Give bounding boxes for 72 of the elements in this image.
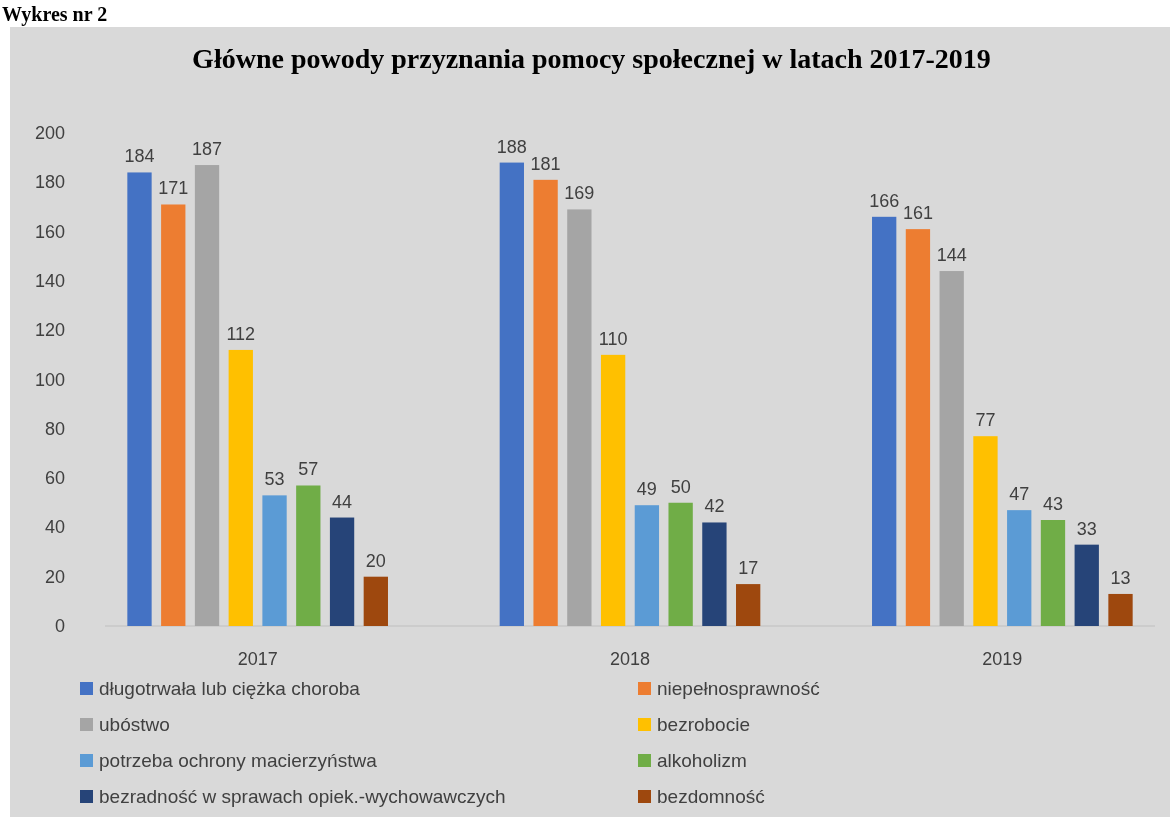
y-tick-label: 80 xyxy=(44,418,65,439)
data-label: 112 xyxy=(226,323,256,344)
y-tick-label: 120 xyxy=(34,320,65,341)
data-label: 20 xyxy=(365,550,386,571)
bar xyxy=(228,349,253,626)
data-label: 53 xyxy=(264,469,285,490)
bar xyxy=(533,179,558,626)
bar xyxy=(736,584,761,626)
y-tick-label: 0 xyxy=(54,616,65,636)
x-tick-label: 2018 xyxy=(609,649,651,669)
data-label: 188 xyxy=(496,136,527,157)
y-tick-label: 60 xyxy=(44,468,65,489)
bar xyxy=(296,485,321,626)
data-label: 166 xyxy=(869,190,900,211)
text: Wykres nr 2 xyxy=(2,3,108,26)
y-tick-label: 160 xyxy=(34,221,65,242)
data-label: 44 xyxy=(332,491,353,512)
bar xyxy=(634,505,660,626)
bar xyxy=(1040,520,1066,626)
y-tick-label: 100 xyxy=(34,369,65,390)
data-label: 13 xyxy=(1110,567,1131,588)
legend-label: bezradność w sprawach opiek.-wychowawczych xyxy=(99,786,506,807)
x-tick-label: 2017 xyxy=(237,649,278,669)
legend-label: alkoholizm xyxy=(657,750,747,771)
bar xyxy=(872,216,897,626)
y-tick-label: 200 xyxy=(34,123,65,143)
y-tick-label: 40 xyxy=(44,517,65,538)
bar xyxy=(262,495,287,626)
bar xyxy=(567,209,592,626)
y-tick-label: 140 xyxy=(34,270,65,291)
data-label: 50 xyxy=(670,476,691,497)
data-label: 43 xyxy=(1042,494,1063,515)
bar xyxy=(363,576,388,626)
bar xyxy=(702,522,727,626)
data-label: 17 xyxy=(738,558,759,579)
x-tick-label: 2019 xyxy=(982,649,1023,669)
data-label: 49 xyxy=(636,479,657,500)
data-label: 57 xyxy=(298,459,319,480)
bar xyxy=(600,354,626,626)
bar xyxy=(127,172,152,626)
bar xyxy=(1007,510,1032,626)
legend-label: niepełnosprawność xyxy=(657,678,820,699)
legend-label: długotrwała lub ciężka choroba xyxy=(99,678,361,699)
data-label: 161 xyxy=(902,203,933,224)
data-label: 171 xyxy=(158,178,189,199)
bar xyxy=(499,162,524,626)
data-label: 184 xyxy=(124,146,155,167)
bar xyxy=(1108,593,1133,626)
bar xyxy=(905,229,931,626)
bar xyxy=(1074,544,1099,626)
y-tick-label: 20 xyxy=(44,566,65,587)
data-label: 33 xyxy=(1076,518,1097,539)
legend-label: potrzeba ochrony macierzyństwa xyxy=(99,750,378,771)
legend-label: bezdomność xyxy=(657,786,765,807)
chart-title: Główne powody przyznania pomocy społecznej w latach 2017-2019 xyxy=(192,43,991,74)
data-label: 47 xyxy=(1009,484,1030,505)
data-label: 187 xyxy=(191,139,223,160)
data-label: 169 xyxy=(564,183,595,204)
bar xyxy=(973,436,998,626)
legend-label: ubóstwo xyxy=(99,714,170,735)
data-label: 110 xyxy=(598,328,628,349)
bar xyxy=(194,165,220,626)
data-label: 42 xyxy=(704,496,725,517)
bar xyxy=(668,502,693,626)
legend-label: bezrobocie xyxy=(657,714,750,735)
bar xyxy=(939,271,964,626)
bar xyxy=(329,517,355,626)
y-tick-label: 180 xyxy=(34,172,65,193)
data-label: 77 xyxy=(975,410,996,431)
data-label: 144 xyxy=(936,245,967,266)
bar xyxy=(161,204,186,626)
data-label: 181 xyxy=(530,153,561,174)
